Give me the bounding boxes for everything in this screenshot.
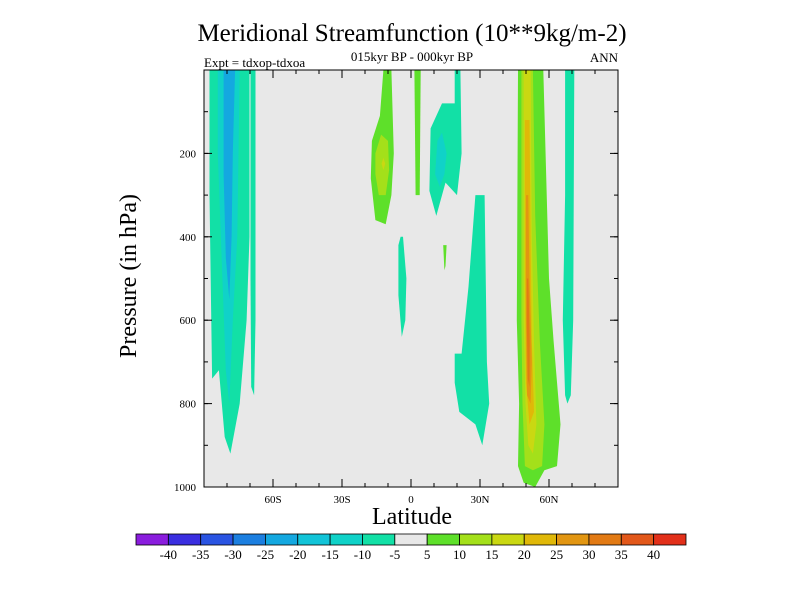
colorbar-swatch-16 <box>653 533 687 546</box>
colorbar-label: 25 <box>550 547 563 562</box>
contour-region-2 <box>223 70 236 300</box>
colorbar-swatch-14 <box>588 533 622 546</box>
colorbar: -40 -35 -30 -25 -20 -15 -10 -5 5 10 15 20 25 30 35 40 <box>135 533 687 562</box>
x-tick-label: 30S <box>333 494 350 506</box>
contour-region-12 <box>454 195 490 446</box>
colorbar-swatch-0 <box>135 533 169 546</box>
plot-area <box>204 70 618 487</box>
y-tick-label: 1000 <box>174 482 197 494</box>
x-axis-label: Latitude <box>372 504 452 530</box>
colorbar-swatch-15 <box>620 533 655 546</box>
colorbar-swatch-4 <box>265 533 299 546</box>
x-tick-label: 0 <box>408 494 414 506</box>
colorbar-label: 15 <box>485 547 498 562</box>
y-tick-label: 800 <box>180 399 197 411</box>
colorbar-label: 40 <box>647 547 660 562</box>
colorbar-label: -40 <box>160 547 177 562</box>
contour-region-9 <box>435 132 447 187</box>
x-tick-label: 60S <box>264 494 281 506</box>
colorbar-label: -10 <box>354 547 371 562</box>
chart-title: Meridional Streamfunction (10**9kg/m-2) <box>197 20 626 47</box>
y-axis-label: Pressure (in hPa) <box>116 194 142 358</box>
colorbar-swatch-11 <box>491 533 525 546</box>
colorbar-swatch-12 <box>523 533 557 546</box>
colorbar-swatch-6 <box>329 533 363 546</box>
contour-region-6 <box>381 157 386 171</box>
y-tick-label: 600 <box>180 315 197 327</box>
colorbar-label: 35 <box>615 547 628 562</box>
experiment-label: Expt = tdxop-tdxoa <box>204 55 305 70</box>
season-label: ANN <box>590 50 619 65</box>
colorbar-label: -25 <box>257 547 274 562</box>
chart-subtitle: 015kyr BP - 000kyr BP <box>351 49 473 64</box>
colorbar-swatch-7 <box>362 533 396 546</box>
y-tick-label: 200 <box>180 148 197 160</box>
colorbar-label: 5 <box>424 547 431 562</box>
contour-region-18 <box>526 278 530 387</box>
contour-region-19 <box>562 70 575 404</box>
colorbar-label: -20 <box>289 547 306 562</box>
colorbar-label: 20 <box>518 547 531 562</box>
axes: 60S 30S 0 30N 60N 200 400 600 800 1000 <box>174 69 619 506</box>
colorbar-swatch-2 <box>200 533 234 546</box>
colorbar-label: -35 <box>192 547 209 562</box>
colorbar-label: 30 <box>582 547 595 562</box>
x-tick-label: 60N <box>540 494 559 506</box>
y-tick-label: 400 <box>180 232 197 244</box>
colorbar-label: -30 <box>224 547 241 562</box>
contour-region-11 <box>443 245 447 271</box>
colorbar-swatch-10 <box>459 533 493 546</box>
colorbar-swatch-3 <box>232 533 266 546</box>
contour-region-7 <box>414 70 421 196</box>
colorbar-swatch-1 <box>167 533 202 546</box>
colorbar-label: -5 <box>389 547 400 562</box>
colorbar-swatch-8 <box>394 533 428 546</box>
colorbar-swatch-5 <box>297 533 331 546</box>
colorbar-label: -15 <box>321 547 338 562</box>
colorbar-label: 10 <box>453 547 466 562</box>
colorbar-swatch-9 <box>426 533 460 546</box>
contour-region-3 <box>250 70 256 396</box>
x-tick-label: 30N <box>471 494 490 506</box>
colorbar-swatch-13 <box>556 533 590 546</box>
contour-region-10 <box>398 236 407 337</box>
